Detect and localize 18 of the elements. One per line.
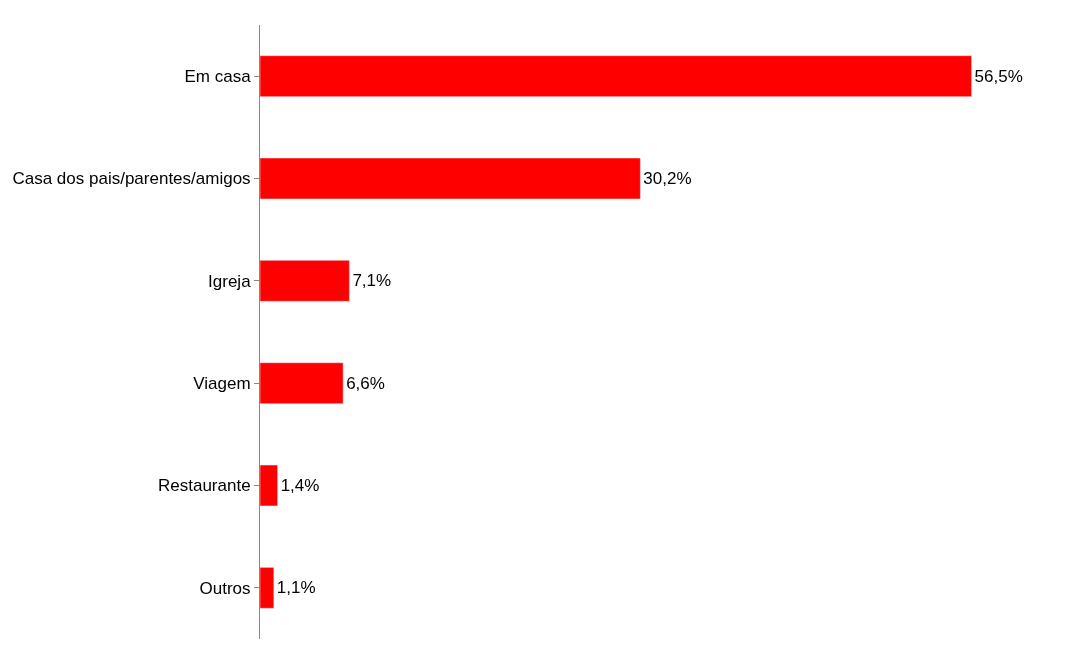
bar [260,464,278,507]
bar [260,567,275,609]
y-tick-label: Em casa [184,67,252,87]
data-label: 6,6% [346,373,385,393]
data-label: 30,2% [643,169,692,188]
data-label: 56,5% [974,66,1023,86]
bar [260,260,350,302]
data-label: 7,1% [352,271,392,291]
y-tick-label: Restaurante [157,476,251,496]
y-tick-label: Outros [199,578,251,598]
y-tick-label: Igreja [208,271,252,291]
data-label: 1,1% [276,578,316,598]
bar [260,55,972,97]
y-tick-label: Viagem [193,374,251,394]
y-tick-label: Casa dos pais/parentes/amigos [12,169,251,189]
bar [260,157,641,200]
data-label: 1,4% [280,476,320,495]
bar [260,362,344,404]
